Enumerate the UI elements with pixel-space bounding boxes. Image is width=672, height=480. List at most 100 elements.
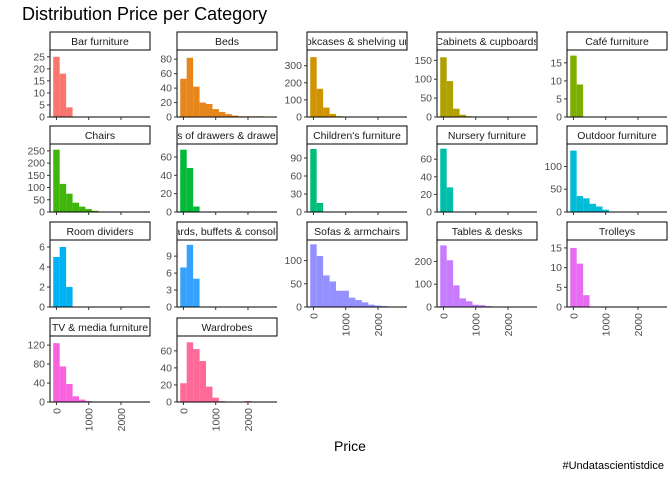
- facet-strip-label: Chairs: [85, 130, 115, 142]
- histogram-bar: [59, 183, 67, 212]
- histogram-bar: [355, 300, 362, 307]
- histogram-bar: [583, 198, 590, 212]
- y-tick-label: 25: [33, 51, 45, 63]
- y-tick-label: 10: [33, 87, 45, 99]
- histogram-bar: [440, 57, 447, 117]
- y-tick-label: 20: [160, 379, 172, 391]
- histogram-bar: [316, 203, 324, 212]
- facet-panel: TV & media furniture 0 40 80 120 0 1000 2000: [27, 317, 151, 431]
- histogram-bar: [602, 209, 609, 212]
- facet-strip: [436, 31, 538, 51]
- chart-title: Distribution Price per Category: [22, 4, 268, 24]
- histogram-bar: [316, 255, 324, 307]
- y-tick-label: 20: [160, 188, 172, 200]
- y-tick-label: 0: [39, 112, 45, 124]
- histogram-bar: [342, 290, 349, 307]
- y-tick-label: 40: [160, 83, 172, 95]
- histogram-bar: [79, 206, 86, 212]
- facet-strip: [49, 221, 151, 241]
- x-tick-label: 0: [568, 313, 580, 319]
- histogram-bar: [53, 257, 60, 307]
- y-tick-label: 15: [550, 242, 562, 254]
- histogram-bar: [225, 114, 232, 117]
- histogram-bar: [310, 244, 317, 307]
- facet-panel: Wardrobes 0 20 40 60 0 1000 2000: [160, 317, 278, 432]
- histogram-bar: [59, 366, 67, 402]
- histogram-bar: [199, 361, 207, 402]
- y-tick-label: 100: [544, 161, 562, 173]
- facet-panel: Trolleys 0 5 10 15 0 1000 2000: [550, 221, 668, 337]
- y-tick-label: 200: [27, 158, 45, 170]
- y-tick-label: 10: [550, 262, 562, 274]
- y-tick-label: 90: [290, 153, 302, 165]
- y-tick-label: 60: [160, 68, 172, 80]
- facet-panel: Children's furniture 0 30 60 90: [290, 125, 408, 219]
- facet-strip-label: TV & media furniture: [52, 322, 148, 334]
- facet-panel: Sideboards, buffets & console tables 0 3 6 9: [142, 221, 312, 314]
- x-tick-label: 1000: [601, 313, 613, 337]
- x-tick-label: 0: [308, 313, 320, 319]
- y-tick-label: 0: [426, 112, 432, 124]
- histogram-bar: [570, 55, 577, 117]
- facet-strip-label: Sofas & armchairs: [314, 226, 400, 238]
- y-tick-label: 50: [290, 278, 302, 290]
- histogram-bar: [589, 203, 597, 212]
- histogram-bar: [199, 102, 207, 117]
- y-tick-label: 200: [284, 77, 302, 89]
- x-axis-label: Price: [334, 438, 366, 454]
- histogram-bar: [72, 202, 80, 212]
- y-tick-label: 0: [426, 207, 432, 219]
- x-tick-label: 2000: [503, 313, 515, 337]
- y-tick-label: 40: [160, 170, 172, 182]
- histogram-bar: [66, 383, 73, 402]
- y-tick-label: 40: [420, 171, 432, 183]
- y-tick-label: 0: [296, 302, 302, 314]
- y-tick-label: 0: [556, 112, 562, 124]
- y-tick-label: 40: [33, 378, 45, 390]
- histogram-bar: [323, 107, 330, 117]
- y-tick-label: 100: [284, 94, 302, 106]
- facet-strip-label: Bar furniture: [71, 36, 129, 48]
- facet-strip: [566, 31, 668, 51]
- histogram-bar: [310, 149, 317, 212]
- y-tick-label: 20: [160, 97, 172, 109]
- y-tick-label: 0: [39, 397, 45, 409]
- facet-strip: [306, 31, 408, 51]
- histogram-bar: [310, 57, 317, 117]
- y-tick-label: 6: [166, 268, 172, 280]
- y-tick-label: 0: [166, 112, 172, 124]
- x-tick-label: 1000: [471, 313, 483, 337]
- histogram-bar: [323, 275, 330, 307]
- facet-strip: [436, 221, 538, 241]
- y-tick-label: 150: [27, 170, 45, 182]
- facet-strip-label: Outdoor furniture: [577, 130, 657, 142]
- y-tick-label: 120: [27, 340, 45, 352]
- facet-panel: Cabinets & cupboards 0 50 100 150: [414, 31, 538, 124]
- histogram-bar: [180, 383, 187, 402]
- histogram-bar: [348, 297, 356, 307]
- y-tick-label: 100: [414, 279, 432, 291]
- facet-strip: [176, 221, 278, 241]
- histogram-bar: [193, 278, 200, 307]
- histogram-bar: [361, 302, 369, 307]
- y-tick-label: 2: [39, 282, 45, 294]
- facet-strip: [566, 125, 668, 145]
- facet-strip-label: Sideboards, buffets & console tables: [142, 226, 312, 238]
- x-tick-label: 1000: [211, 408, 223, 432]
- facet-strip-label: Nursery furniture: [448, 130, 526, 142]
- y-tick-label: 0: [296, 207, 302, 219]
- y-tick-label: 4: [39, 262, 45, 274]
- facet-panel: Room dividers 0 2 4 6: [39, 221, 151, 314]
- y-tick-label: 50: [33, 194, 45, 206]
- y-tick-label: 60: [160, 345, 172, 357]
- y-tick-label: 0: [296, 112, 302, 124]
- chart-caption: #Undatascientistdice: [562, 460, 664, 472]
- x-tick-label: 0: [178, 408, 190, 414]
- facet-strip-label: Chests of drawers & drawer units: [150, 130, 305, 142]
- y-tick-label: 10: [550, 75, 562, 87]
- histogram-bar: [206, 104, 213, 117]
